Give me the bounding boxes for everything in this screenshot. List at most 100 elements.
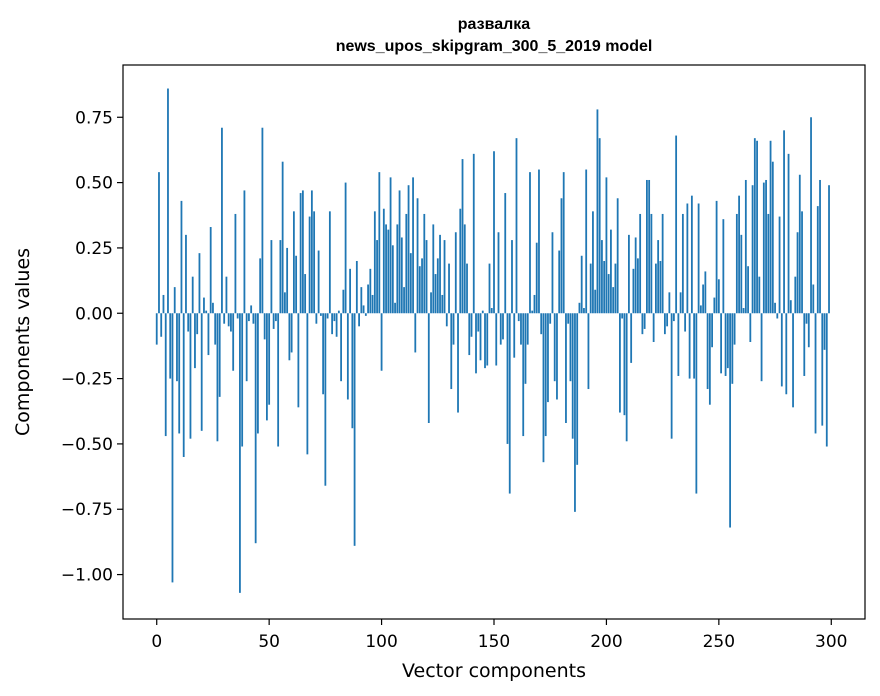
- bar: [396, 224, 399, 314]
- bar: [205, 310, 208, 314]
- bar: [672, 313, 675, 322]
- bar: [198, 253, 201, 314]
- bar: [634, 237, 637, 314]
- bar: [443, 240, 446, 314]
- bar: [789, 300, 792, 314]
- bar: [351, 313, 354, 429]
- bar: [677, 313, 680, 376]
- bar: [405, 213, 408, 314]
- bar: [812, 284, 815, 314]
- bar: [189, 313, 192, 439]
- bar: [558, 250, 561, 314]
- bar: [502, 313, 504, 340]
- bar: [448, 263, 450, 314]
- y-axis: −1.00 −0.75 −0.50 −0.25 0.00 0.25 0.50 0.75: [61, 108, 123, 586]
- bar: [574, 313, 576, 512]
- bar: [538, 169, 540, 314]
- bar: [619, 313, 621, 413]
- bar: [299, 193, 302, 314]
- bar: [771, 161, 774, 314]
- bar: [221, 127, 223, 314]
- bar: [248, 313, 250, 322]
- bar: [666, 313, 669, 327]
- x-tick-label: 300: [815, 632, 847, 652]
- bar: [239, 313, 241, 593]
- bar: [308, 216, 311, 314]
- bar: [277, 313, 280, 447]
- bar: [596, 109, 599, 314]
- bar: [194, 313, 196, 369]
- bar: [436, 258, 439, 314]
- bar: [493, 151, 495, 314]
- bar: [209, 227, 212, 314]
- bar: [371, 294, 374, 314]
- bar: [499, 313, 502, 345]
- bar: [445, 313, 448, 327]
- bar: [155, 313, 158, 345]
- bar: [234, 213, 237, 314]
- bar: [227, 313, 230, 327]
- bar: [218, 313, 221, 397]
- bar: [544, 313, 547, 437]
- bar: [628, 234, 630, 314]
- bar: [310, 190, 313, 314]
- bar: [317, 250, 320, 314]
- bar: [200, 313, 203, 431]
- bar: [490, 308, 493, 314]
- bar: [394, 302, 396, 314]
- bar: [542, 313, 545, 463]
- bar: [241, 313, 244, 447]
- bar: [398, 190, 401, 314]
- bar: [639, 213, 642, 314]
- bar: [313, 211, 316, 314]
- bar: [268, 313, 271, 405]
- bar: [641, 313, 644, 335]
- bar: [522, 313, 525, 437]
- bar: [470, 313, 473, 337]
- bar: [358, 313, 360, 327]
- chart-title: развалка: [458, 16, 531, 33]
- bar: [346, 313, 349, 400]
- bar: [243, 190, 246, 314]
- bar: [475, 313, 477, 374]
- bar: [400, 237, 403, 314]
- bar: [488, 263, 491, 314]
- bar: [319, 313, 322, 316]
- bar: [508, 313, 511, 494]
- x-tick-label: 200: [590, 632, 622, 652]
- bar: [657, 240, 660, 314]
- bar: [585, 169, 588, 314]
- bar: [450, 313, 453, 390]
- bar: [387, 229, 390, 314]
- bar: [801, 211, 803, 314]
- bar: [562, 172, 565, 314]
- bar: [452, 313, 455, 345]
- bar: [632, 268, 635, 314]
- bar: [592, 211, 594, 314]
- bar: [407, 185, 410, 314]
- bar: [684, 313, 687, 332]
- bar: [663, 313, 666, 335]
- bar: [272, 313, 275, 329]
- bar: [481, 310, 484, 314]
- bar: [427, 313, 430, 423]
- bar: [625, 313, 628, 442]
- x-tick-label: 50: [258, 632, 280, 652]
- bar: [594, 289, 597, 314]
- bar: [551, 232, 554, 314]
- bar: [212, 302, 214, 314]
- bar: [738, 195, 740, 314]
- bar: [589, 263, 592, 314]
- bar: [695, 313, 698, 494]
- bar: [697, 203, 700, 314]
- bar: [535, 242, 538, 314]
- bar: [513, 313, 516, 358]
- bar: [441, 294, 444, 314]
- bar: [216, 313, 219, 442]
- bar: [560, 198, 563, 314]
- bar: [578, 302, 581, 314]
- bar: [699, 305, 702, 314]
- bar: [828, 185, 830, 314]
- bar: [263, 313, 266, 340]
- bar: [601, 240, 603, 314]
